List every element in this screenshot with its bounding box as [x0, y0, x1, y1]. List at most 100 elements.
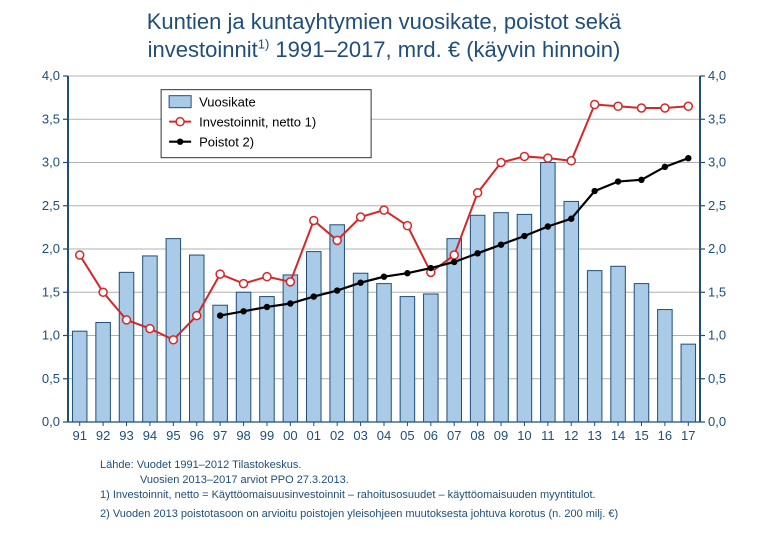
marker-poistot [474, 250, 480, 256]
marker-investoinnit [357, 213, 365, 221]
marker-investoinnit [286, 278, 294, 286]
bar [283, 275, 298, 422]
title-line-2-post: 1991–2017, mrd. € (käyvin hinnoin) [269, 37, 620, 62]
title-line-2-pre: investoinnit [148, 37, 258, 62]
ytick-right: 0,5 [708, 371, 726, 386]
legend: VuosikateInvestoinnit, netto 1)Poistot 2… [161, 90, 371, 158]
marker-poistot [451, 259, 457, 265]
marker-investoinnit [567, 157, 575, 165]
ytick-right: 2,5 [708, 198, 726, 213]
chart-title: Kuntien ja kuntayhtymien vuosikate, pois… [0, 0, 768, 67]
marker-poistot [498, 241, 504, 247]
bar [400, 297, 415, 422]
xtick: 03 [353, 428, 367, 443]
xtick: 93 [119, 428, 133, 443]
marker-investoinnit [216, 270, 224, 278]
xtick: 92 [96, 428, 110, 443]
ytick-right: 2,0 [708, 241, 726, 256]
ytick-left: 2,5 [42, 198, 60, 213]
marker-investoinnit [146, 325, 154, 333]
marker-investoinnit [474, 189, 482, 197]
xtick: 01 [307, 428, 321, 443]
marker-investoinnit [380, 206, 388, 214]
chart-container: Kuntien ja kuntayhtymien vuosikate, pois… [0, 0, 768, 547]
marker-poistot [685, 155, 691, 161]
marker-investoinnit [169, 336, 177, 344]
xtick: 00 [283, 428, 297, 443]
marker-poistot [381, 273, 387, 279]
ytick-right: 3,0 [708, 155, 726, 170]
xtick: 96 [190, 428, 204, 443]
ytick-left: 3,5 [42, 111, 60, 126]
marker-investoinnit [497, 159, 505, 167]
marker-poistot [357, 280, 363, 286]
marker-investoinnit [614, 102, 622, 110]
xtick: 14 [611, 428, 625, 443]
bar [72, 331, 87, 422]
ytick-right: 1,5 [708, 284, 726, 299]
xtick: 04 [377, 428, 391, 443]
xtick: 10 [517, 428, 531, 443]
marker-poistot [404, 270, 410, 276]
footnote-source-1: Lähde: Vuodet 1991–2012 Tilastokeskus. [100, 458, 618, 473]
marker-poistot [428, 265, 434, 271]
bar [166, 239, 181, 422]
marker-poistot [662, 164, 668, 170]
bar [119, 272, 134, 422]
bar [681, 344, 696, 422]
xtick: 94 [143, 428, 157, 443]
xtick: 06 [424, 428, 438, 443]
ytick-left: 0,5 [42, 371, 60, 386]
marker-investoinnit [637, 104, 645, 112]
ytick-left: 1,0 [42, 328, 60, 343]
footnotes: Lähde: Vuodet 1991–2012 Tilastokeskus. V… [100, 458, 618, 521]
marker-poistot [568, 216, 574, 222]
xtick: 12 [564, 428, 578, 443]
xtick: 02 [330, 428, 344, 443]
marker-investoinnit [450, 251, 458, 259]
bar [260, 297, 275, 422]
marker-investoinnit [240, 280, 248, 288]
xtick: 91 [72, 428, 86, 443]
ytick-right: 3,5 [708, 111, 726, 126]
xtick: 09 [494, 428, 508, 443]
ytick-left: 2,0 [42, 241, 60, 256]
marker-poistot [615, 178, 621, 184]
legend-label: Poistot 2) [199, 135, 254, 150]
bar [330, 225, 345, 422]
title-line-1: Kuntien ja kuntayhtymien vuosikate, pois… [147, 9, 622, 34]
ytick-left: 0,0 [42, 414, 60, 429]
bar [424, 294, 439, 422]
marker-poistot [240, 308, 246, 314]
xtick: 99 [260, 428, 274, 443]
bar [470, 215, 485, 422]
xtick: 15 [634, 428, 648, 443]
xtick: 17 [681, 428, 695, 443]
marker-poistot [264, 304, 270, 310]
bar [517, 214, 532, 422]
ytick-right: 1,0 [708, 328, 726, 343]
footnote-source-2: Vuosien 2013–2017 arviot PPO 27.3.2013. [100, 473, 618, 488]
marker-poistot [521, 233, 527, 239]
bar [377, 284, 392, 422]
marker-poistot [311, 293, 317, 299]
bar [213, 305, 228, 422]
bar [307, 252, 322, 422]
bar [658, 310, 673, 422]
marker-investoinnit [544, 154, 552, 162]
xtick: 95 [166, 428, 180, 443]
marker-investoinnit [403, 222, 411, 230]
footnote-1: 1) Investoinnit, netto = Käyttöomaisuusi… [100, 488, 618, 503]
ytick-left: 4,0 [42, 70, 60, 83]
bar [634, 284, 649, 422]
bar [353, 273, 368, 422]
bar [611, 266, 626, 422]
ytick-left: 3,0 [42, 155, 60, 170]
footnote-2: 2) Vuoden 2013 poistotasoon on arvioitu … [100, 507, 618, 522]
marker-poistot [334, 287, 340, 293]
marker-poistot [638, 177, 644, 183]
marker-investoinnit [520, 152, 528, 160]
bar [447, 239, 462, 422]
xtick: 08 [470, 428, 484, 443]
marker-investoinnit [310, 216, 318, 224]
